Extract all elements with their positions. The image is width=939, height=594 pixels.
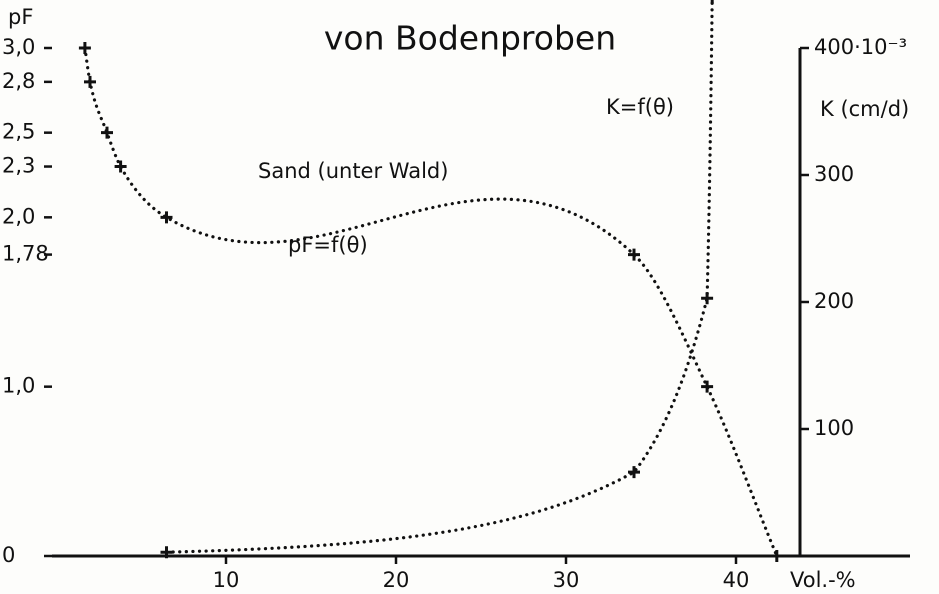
data-point — [770, 550, 783, 562]
annotation: K=f(θ) — [606, 95, 674, 119]
series-line — [164, 0, 714, 554]
data-point — [628, 466, 640, 479]
data-point — [84, 75, 96, 88]
y2-axis-label: K (cm/d) — [820, 97, 909, 121]
data-point — [114, 160, 127, 173]
data-point — [701, 292, 714, 305]
x-tick-label: 30 — [553, 568, 580, 592]
data-point — [160, 211, 173, 224]
y-tick-label: 1,0 — [2, 374, 35, 398]
series-line — [83, 46, 779, 558]
y-tick-label: 2,8 — [2, 69, 35, 93]
y2-tick-label: 100 — [814, 416, 854, 440]
y-axis-label: pF — [8, 5, 33, 29]
y2-tick-label: 200 — [814, 289, 854, 313]
data-point — [78, 42, 91, 54]
y-tick-label: 2,5 — [2, 120, 35, 144]
data-point — [710, 0, 714, 4]
x-tick-label: 40 — [723, 568, 750, 592]
x-tick-label: 20 — [383, 568, 410, 592]
chart-title: von Bodenproben — [324, 19, 616, 58]
y-tick-label: 3,0 — [2, 35, 35, 59]
y2-tick-label: 400·10⁻³ — [814, 35, 907, 59]
y-tick-label: 2,3 — [2, 154, 35, 178]
y2-tick-label: 300 — [814, 162, 854, 186]
annotation: pF=f(θ) — [288, 233, 368, 257]
data-point — [160, 546, 173, 559]
y-tick-label: 2,0 — [2, 204, 35, 228]
data-point — [628, 248, 640, 261]
y-tick-label: 0 — [2, 543, 15, 567]
data-point — [101, 126, 113, 139]
y-tick-label: 1,78 — [2, 242, 49, 266]
annotation: Sand (unter Wald) — [258, 159, 448, 183]
data-point — [701, 380, 714, 393]
x-axis-label: Vol.-% — [790, 568, 856, 592]
x-tick-label: 10 — [213, 568, 240, 592]
